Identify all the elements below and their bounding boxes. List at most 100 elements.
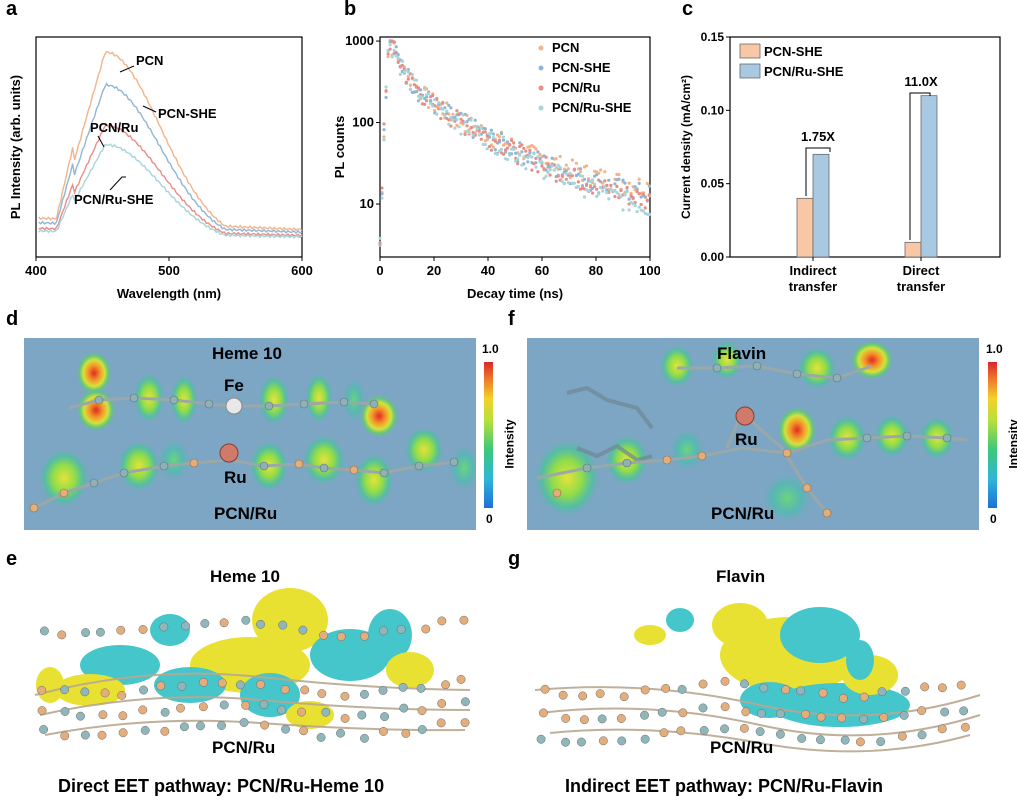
panel-d-cb-max: 1.0 [482,342,499,356]
atom [321,707,331,717]
chart-b-xtick-label: 40 [481,263,495,278]
atom [818,688,828,698]
chart-b-point [457,113,461,117]
chart-c-legend-swatch [739,43,761,59]
atom [900,686,910,696]
chart-b-legend-marker [538,105,544,111]
chart-b-point [627,197,631,201]
chart-b-point [416,99,421,103]
chart-b-point [453,115,457,119]
chart-b-point [473,118,477,122]
atom [177,681,187,691]
chart-b-point [451,112,455,116]
chart-b-point [580,174,585,178]
atom [98,710,108,720]
atom [959,706,969,716]
atom [97,730,107,740]
chart-b-point [617,192,621,196]
chart-b-point [603,185,607,189]
atom [196,721,205,731]
panel-d-label: d [6,308,19,330]
chart-b-point [420,95,425,99]
atom [340,691,350,701]
atom [360,733,369,743]
chart-b-point [506,146,510,150]
atom [720,676,730,686]
chart-b-point [645,181,649,186]
panel-f-cb-min: 0 [990,512,997,526]
atom [398,682,408,692]
chart-b-point [570,174,574,178]
atom [561,713,571,723]
chart-b-point [613,188,617,192]
chart-b-point [380,196,384,200]
atom [859,714,869,724]
chart-b-point [406,74,410,78]
chart-b-point [386,55,390,59]
chart-b-point [520,150,524,154]
chart-b-point [439,117,443,121]
chart-a: 400 500 600 Wavelength (nm) PL Intensity (… [8,36,313,301]
panel-d-map: Heme 10 Fe Ru PCN/Ru [24,338,476,530]
atom [676,726,686,736]
chart-b-point [443,114,447,118]
panel-a-label: a [6,0,18,20]
atom [256,679,265,689]
chart-b-ytick-label: 1000 [345,33,374,48]
chart-b-point [585,164,589,168]
atom [597,714,607,724]
atom [118,711,128,721]
atom [578,691,588,701]
atom [298,625,308,635]
atom [259,699,269,709]
chart-b-point [465,124,469,128]
chart-b-point [536,170,540,174]
chart-b-point [542,176,546,180]
atom [95,627,105,637]
atom [60,685,70,695]
atom [80,687,90,697]
chart-b-point [576,185,580,189]
atom [399,703,409,713]
chart-c-bar [796,197,814,258]
chart-b-point [384,95,388,100]
chart-b-legend: PCN PCN-SHE PCN/Ru PCN/Ru-SHE [538,40,632,115]
atom [179,722,189,732]
chart-b-point [538,152,542,156]
atom [859,692,869,702]
atom [437,699,447,708]
chart-b-point [518,141,522,145]
chart-b-point [593,182,597,186]
chart-b-point [564,169,568,173]
chart-b-point [599,168,603,172]
chart-c-ylabel: Current density (mA/cm²) [679,75,693,219]
atom [81,628,91,638]
chart-b-point [643,206,647,210]
chart-b-point [605,191,609,195]
chart-b-point [556,174,560,178]
chart-b-xtick-label: 0 [376,263,383,278]
chart-b-point [449,115,453,119]
chart-b-point [522,155,526,159]
chart-b-point [423,102,427,106]
chart-b-legend-label: PCN/Ru-SHE [552,100,632,115]
atom [300,685,310,695]
chart-b-point [437,101,441,105]
atom [140,725,150,735]
chart-a-series-0 [38,50,303,232]
atom [156,681,166,691]
chart-b-point [467,131,471,135]
chart-b-point [382,128,386,132]
atom [340,713,350,723]
atom [759,683,769,693]
chart-b-point [508,153,512,157]
panel-e-caption: Direct EET pathway: PCN/Ru-Heme 10 [58,776,385,796]
atom [739,679,749,689]
chart-a-label-pcn-ru: PCN/Ru [90,120,138,135]
chart-b-point [550,156,554,160]
chart-b-point [418,88,423,92]
atom [317,689,327,699]
chart-c-legend-label: PCN-SHE [764,44,823,59]
atom [139,685,148,695]
